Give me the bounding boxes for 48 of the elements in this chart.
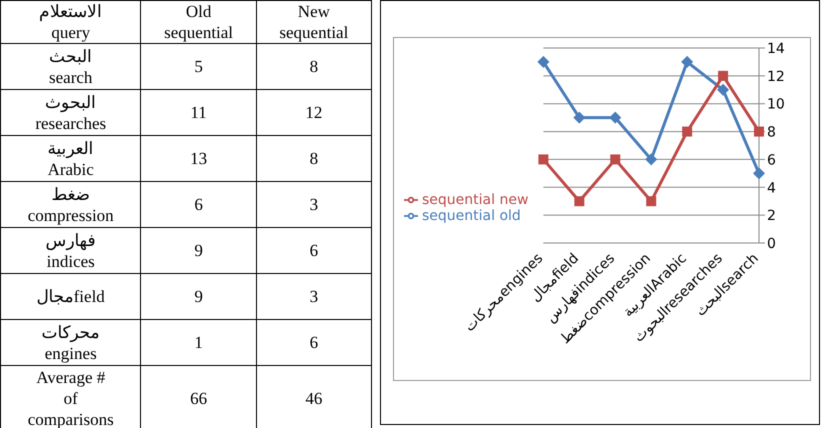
y-tick-label: 6 xyxy=(767,152,776,168)
category-label: العربية Arabic xyxy=(0,136,141,182)
point xyxy=(646,196,656,206)
data-label: 6 xyxy=(256,228,372,274)
point xyxy=(753,167,765,180)
point xyxy=(682,126,692,137)
data-label: 12 xyxy=(256,90,372,136)
point xyxy=(718,70,728,81)
category-label: البحث search xyxy=(0,44,141,90)
point xyxy=(574,196,584,206)
point xyxy=(573,112,586,124)
y-tick-label: 10 xyxy=(767,96,785,113)
data-label: 6 xyxy=(256,320,372,366)
y-tick-label: 12 xyxy=(767,68,785,85)
point xyxy=(538,154,548,164)
category-label: محركات engines xyxy=(0,320,141,366)
point xyxy=(681,56,694,68)
data-label: 5 xyxy=(140,44,256,90)
data-label: 13 xyxy=(140,136,256,182)
y-tick-label: 8 xyxy=(767,124,776,141)
data-label: 46 xyxy=(256,366,372,428)
data-label: 9 xyxy=(140,228,256,274)
y-tick-label: 4 xyxy=(767,180,776,196)
text: الاستعلام query xyxy=(0,0,141,44)
y-tick-label: 14 xyxy=(767,40,785,57)
text: Old sequential xyxy=(140,0,256,44)
y-tick-label: 0 xyxy=(767,236,776,252)
data-label: 1 xyxy=(140,320,256,366)
data-label: 11 xyxy=(140,90,256,136)
data-label: 9 xyxy=(140,274,256,320)
legend-label: sequential old xyxy=(422,208,521,224)
category-label: ضغط compression xyxy=(0,182,141,228)
data-label: 8 xyxy=(256,44,372,90)
category-label: البحوث researches xyxy=(0,90,141,136)
point xyxy=(717,84,730,96)
category-label: فهارس indices xyxy=(0,228,141,274)
point xyxy=(610,154,620,164)
data-label: 8 xyxy=(256,136,372,182)
y-tick-label: 2 xyxy=(767,208,776,224)
text: New sequential xyxy=(256,0,372,44)
point xyxy=(609,112,622,124)
data-label: 3 xyxy=(256,182,372,228)
point xyxy=(537,56,550,68)
data-label: 3 xyxy=(256,274,372,320)
point xyxy=(645,153,658,166)
data-label: 66 xyxy=(140,366,256,428)
data-label: 6 xyxy=(140,182,256,228)
legend-label: sequential new xyxy=(422,192,528,208)
